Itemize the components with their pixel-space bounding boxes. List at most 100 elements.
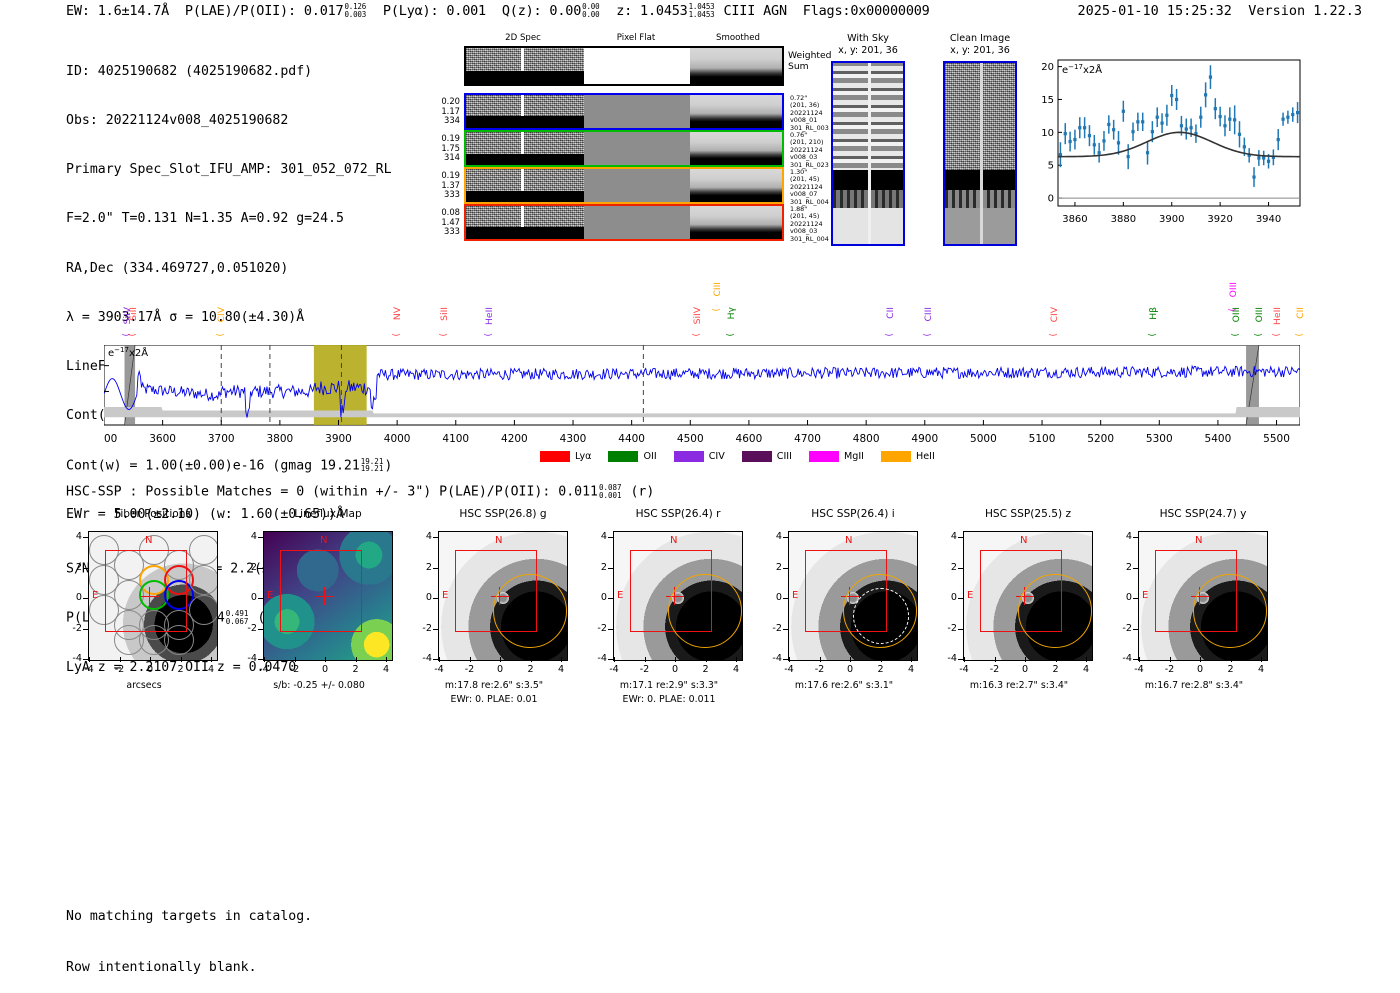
line-profile-units: e−17x2Å <box>1062 63 1102 76</box>
cutout-xtick-6-3: 2 <box>1227 664 1234 675</box>
cutout-ytickmark-0-0 <box>83 537 88 538</box>
header-z: z: 1.0453 <box>616 3 688 19</box>
legend-swatch-civ <box>673 451 704 462</box>
cutout-ytickmark-1-3 <box>258 628 263 630</box>
emission-line-brace-6: ( <box>691 333 702 337</box>
cutout-xtick-3-1: -2 <box>639 664 650 675</box>
legend-label-oii: OII <box>643 451 657 462</box>
cutout-ytickmark-4-2 <box>783 598 788 599</box>
cutout-xtick-5-2: 0 <box>1021 664 1029 675</box>
cutout-aperture-circle-4 <box>843 574 917 648</box>
emission-line-brace-5: ( <box>484 333 495 337</box>
svg-text:4600: 4600 <box>736 433 763 445</box>
cutout-compass-e-1: E <box>267 590 274 601</box>
emission-line-label-cii-17: CII <box>1295 307 1306 319</box>
cutout-ytickmark-3-3 <box>608 628 613 630</box>
cutout-xtickmark-0-0 <box>89 657 90 662</box>
emission-line-label-nv-3: NV <box>392 307 404 321</box>
legend-label-ciii: CIII <box>776 451 792 462</box>
cutout-ytickmark-2-3 <box>433 628 438 630</box>
fiber-circle-16 <box>189 535 217 565</box>
cutout-xtick-6-2: 0 <box>1196 664 1204 675</box>
cutout-compass-e-3: E <box>617 590 624 601</box>
info-primary-spec: Primary Spec_Slot_IFU_AMP: 301_052_072_R… <box>66 162 392 178</box>
emission-line-brace-15: ( <box>1253 333 1264 337</box>
header-plae-poii: P(LAE)/P(OII): 0.017 <box>184 3 344 19</box>
emission-line-brace-16: ( <box>1271 333 1282 337</box>
cutout-xtickmark-4-3 <box>880 657 882 662</box>
cutout-xtickmark-5-0 <box>964 657 965 662</box>
cutout-title-1: Lineflux Map <box>294 508 362 520</box>
with-sky-subtitle: x, y: 201, 36 <box>838 45 898 56</box>
cutout-ytick-6-1: 2 <box>1125 561 1132 573</box>
cutout-xtickmark-3-0 <box>614 657 615 662</box>
cutout-xtick-2-3: 2 <box>527 664 534 675</box>
cutout-ytick-6-0: 4 <box>1125 531 1132 542</box>
cutout-ytick-6-2: 0 <box>1125 592 1132 603</box>
legend-swatch-lyα <box>540 451 570 462</box>
svg-text:5200: 5200 <box>1087 433 1114 445</box>
hsc-header-range: 0.087 0.001 <box>598 483 622 500</box>
cutout-ytick-3-1: 2 <box>600 561 607 573</box>
cutout-xtickmark-2-1 <box>469 657 471 662</box>
emission-line-legend: Lyα OII CIV CIII MgII HeII <box>540 451 935 462</box>
line-profile-svg: 0 5 10 15 20 3860 3880 3900 3920 3940 e−17x2Å <box>1041 59 1301 225</box>
cutout-title-0: Fiber Positions <box>115 508 191 520</box>
svg-text:5300: 5300 <box>1146 433 1173 445</box>
emission-line-brace-7: ( <box>726 333 737 337</box>
cutout-aperture-circle-3 <box>668 574 742 648</box>
cutout-compass-e-5: E <box>967 590 974 601</box>
cutout-xtickmark-6-4 <box>1261 657 1262 662</box>
cutout-xtickmark-2-2 <box>500 657 501 662</box>
cutout-ytickmark-6-2 <box>1133 598 1138 599</box>
cutout-xtick-5-1: -2 <box>989 664 1000 675</box>
emission-line-brace-12: ( <box>1148 333 1159 337</box>
montage-row1-left: 0.20 1.17 334 <box>441 96 460 126</box>
cutout-xtick-3-3: 2 <box>702 664 709 675</box>
cutout-xtick-2-0: -4 <box>434 664 444 675</box>
info-id: ID: 4025190682 (4025190682.pdf) <box>66 63 313 79</box>
cutout-ytickmark-5-3 <box>958 628 963 630</box>
cutout-compass-n-6: N <box>1195 535 1203 546</box>
cutout-xtickmark-6-0 <box>1139 657 1140 662</box>
footer-notes: No matching targets in catalog. Row inte… <box>66 874 312 993</box>
cutout-ytick-1-0: 4 <box>250 531 257 542</box>
cutout-ytickmark-4-4 <box>783 659 788 660</box>
cutout-ytick-5-2: 0 <box>950 592 957 603</box>
cutout-ytick-2-1: 2 <box>425 561 432 573</box>
montage-row3-left: 0.19 1.37 333 <box>441 170 460 200</box>
cutout-xtick-1-4: 4 <box>382 664 390 675</box>
cutout-ytick-1-2: 0 <box>250 592 257 603</box>
montage-row3-right: 1.30" (201, 45) 20221124 v008_07 301_RL_… <box>790 168 829 206</box>
svg-text:5100: 5100 <box>1029 433 1056 445</box>
clean-image-subtitle: x, y: 201, 36 <box>950 45 1010 56</box>
emission-line-brace-3: ( <box>392 333 403 337</box>
cutout-aperture-circle-5 <box>1018 574 1092 648</box>
emission-line-brace-1: ( <box>127 333 138 337</box>
cutout-ytickmark-3-4 <box>608 659 613 660</box>
cutout-title-5: HSC SSP(25.5) z <box>984 508 1072 520</box>
cutout-xtick-3-0: -4 <box>609 664 619 675</box>
cutout-ytick-5-1: 2 <box>950 561 957 573</box>
cutout-ytick-4-4: -4 <box>772 653 782 664</box>
hsc-header-band: (r) <box>630 484 655 500</box>
cutout-title-3: HSC SSP(26.4) r <box>635 508 721 520</box>
cutout-title-4: HSC SSP(26.4) i <box>811 508 895 520</box>
legend-entry-civ: CIV <box>673 451 725 462</box>
montage-row2-left: 0.19 1.75 314 <box>441 133 460 163</box>
cutout-xtick-6-1: -2 <box>1164 664 1175 675</box>
cutout-ytick-5-3: -2 <box>947 622 957 634</box>
cutout-ytickmark-2-1 <box>433 567 438 569</box>
cutout-ytickmark-6-1 <box>1133 567 1138 569</box>
cutout-compass-n-2: N <box>495 535 503 546</box>
cutout-xtickmark-5-1 <box>994 657 996 662</box>
with-sky-title: With Sky <box>847 33 889 44</box>
info-radec: RA,Dec (334.469727,0.051020) <box>66 260 289 276</box>
